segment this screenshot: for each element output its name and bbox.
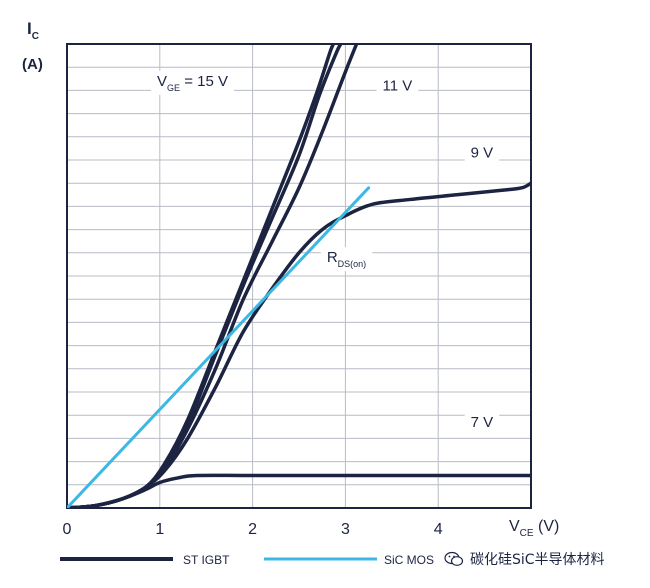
legend-label-sic-mos: SiC MOS (384, 553, 434, 567)
x-tick-label: 0 (63, 521, 72, 538)
legend-label-st-igbt: ST IGBT (183, 553, 230, 567)
series-line-st-igbt-vge9 (67, 181, 531, 508)
annotation-v9: 9 V (464, 142, 500, 164)
plot-frame (66, 43, 532, 509)
x-tick-label: 1 (155, 521, 164, 538)
watermark-text: 碳化硅SiC半导体材料 (470, 552, 605, 568)
x-axis-label: VCE (V) (509, 518, 559, 539)
grid (67, 44, 531, 508)
annotation-v11: 11 V (376, 75, 419, 97)
annotation-rds: RDS(on) (320, 247, 373, 272)
x-tick-labels: 0 1 2 3 4 (63, 521, 443, 538)
x-tick-label: 3 (341, 521, 350, 538)
y-axis-label: IC (27, 19, 39, 42)
svg-text:11 V: 11 V (383, 77, 413, 94)
svg-text:VGE = 15 V: VGE = 15 V (157, 73, 228, 93)
svg-text:RDS(on): RDS(on) (327, 249, 366, 269)
x-tick-label: 4 (434, 521, 443, 538)
series-line-sic-mos-rds-on (67, 186, 371, 508)
wechat-icon (444, 551, 464, 567)
series-line-st-igbt-vge7 (67, 473, 531, 508)
series-lines (67, 44, 531, 508)
annotation-v7: 7 V (464, 411, 500, 433)
x-tick-label: 2 (248, 521, 257, 538)
watermark: 碳化硅SiC半导体材料 (444, 548, 605, 570)
svg-text:9 V: 9 V (471, 145, 494, 162)
svg-text:7 V: 7 V (471, 414, 494, 431)
annotation-vge15: VGE = 15 V (151, 70, 235, 95)
y-axis-unit: (A) (22, 56, 43, 73)
annotations: VGE = 15 V 11 V 9 V RDS(on) 7 V (151, 70, 500, 433)
